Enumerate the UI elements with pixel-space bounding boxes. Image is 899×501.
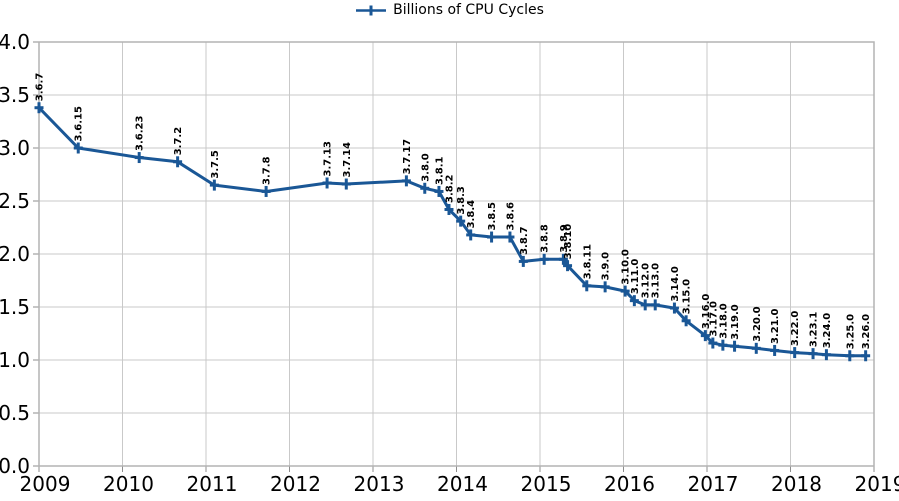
data-point-label: 3.21.0	[770, 309, 781, 344]
data-point-label: 3.17.0	[708, 301, 719, 336]
data-point-label: 3.25.0	[845, 314, 856, 349]
data-point-label: 3.8.5	[487, 202, 498, 231]
data-point-label: 3.8.0	[420, 153, 431, 182]
data-point-label: 3.8.8	[540, 224, 551, 253]
y-axis-tick-label: 3.0	[0, 136, 30, 160]
y-axis-tick-label: 0.5	[0, 401, 30, 425]
legend: Billions of CPU Cycles	[0, 2, 899, 18]
data-point-label: 3.8.2	[445, 174, 456, 203]
data-point-label: 3.7.13	[323, 141, 334, 176]
x-axis-tick-label: 2015	[521, 472, 572, 496]
data-point-label: 3.7.2	[173, 127, 184, 156]
data-point-label: 3.8.10	[563, 224, 574, 259]
data-point-label: 3.15.0	[682, 279, 693, 314]
x-axis-tick-label: 2011	[187, 472, 238, 496]
data-point-label: 3.10.0	[621, 249, 632, 284]
data-point-label: 3.12.0	[641, 263, 652, 298]
data-point-label: 3.9.0	[601, 252, 612, 281]
series-line	[37, 106, 868, 358]
y-axis-tick-label: 4.0	[0, 30, 30, 54]
x-axis-tick-label: 2009	[20, 472, 71, 496]
x-axis-tick-label: 2018	[771, 472, 822, 496]
data-point-label: 3.7.8	[262, 156, 273, 185]
y-axis-tick-label: 1.0	[0, 348, 30, 372]
data-point-label: 3.16.0	[701, 294, 712, 329]
data-point-label: 3.8.4	[466, 200, 477, 229]
y-axis-tick-label: 2.5	[0, 189, 30, 213]
data-point-label: 3.22.0	[790, 311, 801, 346]
x-axis-tick-label: 2017	[688, 472, 739, 496]
x-axis-tick-label: 2010	[103, 472, 154, 496]
data-point-label: 3.7.17	[402, 139, 413, 174]
data-point-label: 3.24.0	[822, 313, 833, 348]
data-point-label: 3.6.23	[135, 116, 146, 151]
data-point-label: 3.8.7	[519, 226, 530, 255]
plot-border	[38, 41, 875, 467]
data-point-label: 3.8.6	[505, 202, 516, 231]
data-point-label: 3.8.11	[582, 244, 593, 279]
x-axis-tick-label: 2013	[354, 472, 405, 496]
data-point-label: 3.23.1	[809, 312, 820, 347]
y-axis-tick-label: 0.0	[0, 454, 30, 478]
data-point-label: 3.8.1	[435, 156, 446, 185]
data-point-label: 3.11.0	[630, 259, 641, 294]
data-point-label: 3.19.0	[730, 304, 741, 339]
data-point-label: 3.6.7	[35, 73, 46, 102]
data-point-label: 3.6.15	[74, 106, 85, 141]
data-point-label: 3.7.5	[210, 150, 221, 179]
data-point-label: 3.8.9	[559, 224, 570, 253]
data-point-label: 3.8.3	[456, 186, 467, 215]
x-axis-tick-label: 2012	[270, 472, 321, 496]
y-axis-tick-label: 2.0	[0, 242, 30, 266]
data-point-label: 3.14.0	[670, 266, 681, 301]
data-point-label: 3.7.14	[342, 142, 353, 177]
y-axis-tick-label: 1.5	[0, 295, 30, 319]
data-point-label: 3.13.0	[651, 263, 662, 298]
data-point-label: 3.20.0	[752, 306, 763, 341]
y-axis-tick-label: 3.5	[0, 83, 30, 107]
data-point-label: 3.26.0	[861, 314, 872, 349]
x-axis-tick-label: 2014	[437, 472, 488, 496]
x-axis-tick-label: 2016	[604, 472, 655, 496]
legend-label: Billions of CPU Cycles	[393, 2, 544, 18]
data-point-label: 3.18.0	[718, 303, 729, 338]
x-axis-tick-label: 2019	[855, 472, 899, 496]
legend-line-marker-icon	[356, 5, 387, 15]
